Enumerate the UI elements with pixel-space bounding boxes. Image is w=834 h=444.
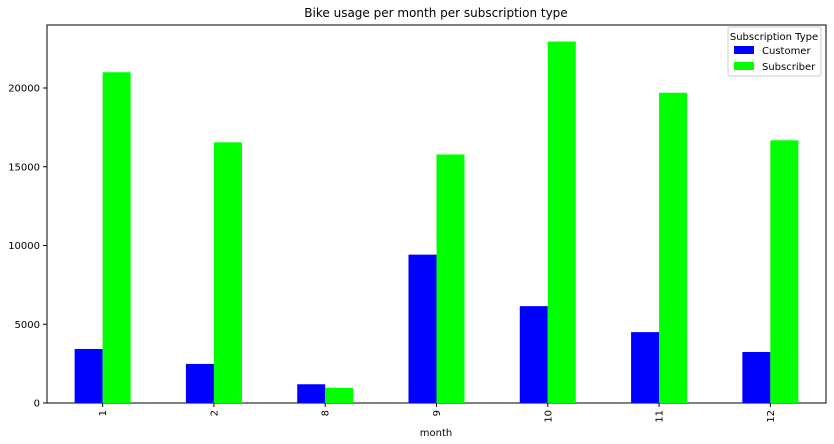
legend-title: Subscription Type: [730, 32, 818, 43]
x-tick-label: 11: [655, 410, 666, 423]
bar-subscriber-2: [213, 142, 242, 403]
x-tick-label: 1: [98, 410, 109, 416]
bar-customer-12: [742, 351, 771, 403]
legend-swatch-subscriber: [734, 62, 754, 70]
bar-customer-2: [185, 363, 214, 403]
chart-title: Bike usage per month per subscription ty…: [304, 6, 567, 20]
bar-customer-10: [519, 306, 548, 403]
x-tick-label: 10: [543, 410, 554, 423]
legend-label-customer: Customer: [762, 46, 811, 57]
x-axis: 1 2 8 9 10 11 12: [98, 403, 777, 423]
bar-subscriber-11: [659, 92, 688, 403]
legend-swatch-customer: [734, 46, 754, 54]
bar-subscriber-8: [325, 387, 354, 403]
bar-subscriber-9: [436, 154, 465, 403]
bar-subscriber-12: [770, 140, 799, 404]
x-tick-label: 12: [766, 410, 777, 423]
bar-subscriber-10: [547, 41, 576, 403]
legend: Subscription Type Customer Subscriber: [727, 26, 822, 77]
bar-customer-11: [631, 332, 660, 403]
bars: [74, 41, 799, 404]
y-tick-label: 10000: [8, 241, 40, 252]
bar-customer-1: [74, 348, 103, 403]
x-tick-label: 9: [432, 410, 443, 416]
y-tick-label: 5000: [15, 320, 40, 331]
bar-customer-9: [408, 254, 437, 403]
y-axis: 0 5000 10000 15000 20000: [8, 84, 47, 410]
y-tick-label: 15000: [8, 162, 40, 173]
y-tick-label: 20000: [8, 84, 40, 95]
x-axis-label: month: [420, 428, 452, 439]
legend-label-subscriber: Subscriber: [762, 62, 816, 73]
bar-customer-8: [297, 384, 326, 403]
x-tick-label: 2: [209, 410, 220, 416]
y-tick-label: 0: [34, 399, 40, 410]
bar-subscriber-1: [102, 72, 131, 403]
x-tick-label: 8: [321, 410, 332, 416]
